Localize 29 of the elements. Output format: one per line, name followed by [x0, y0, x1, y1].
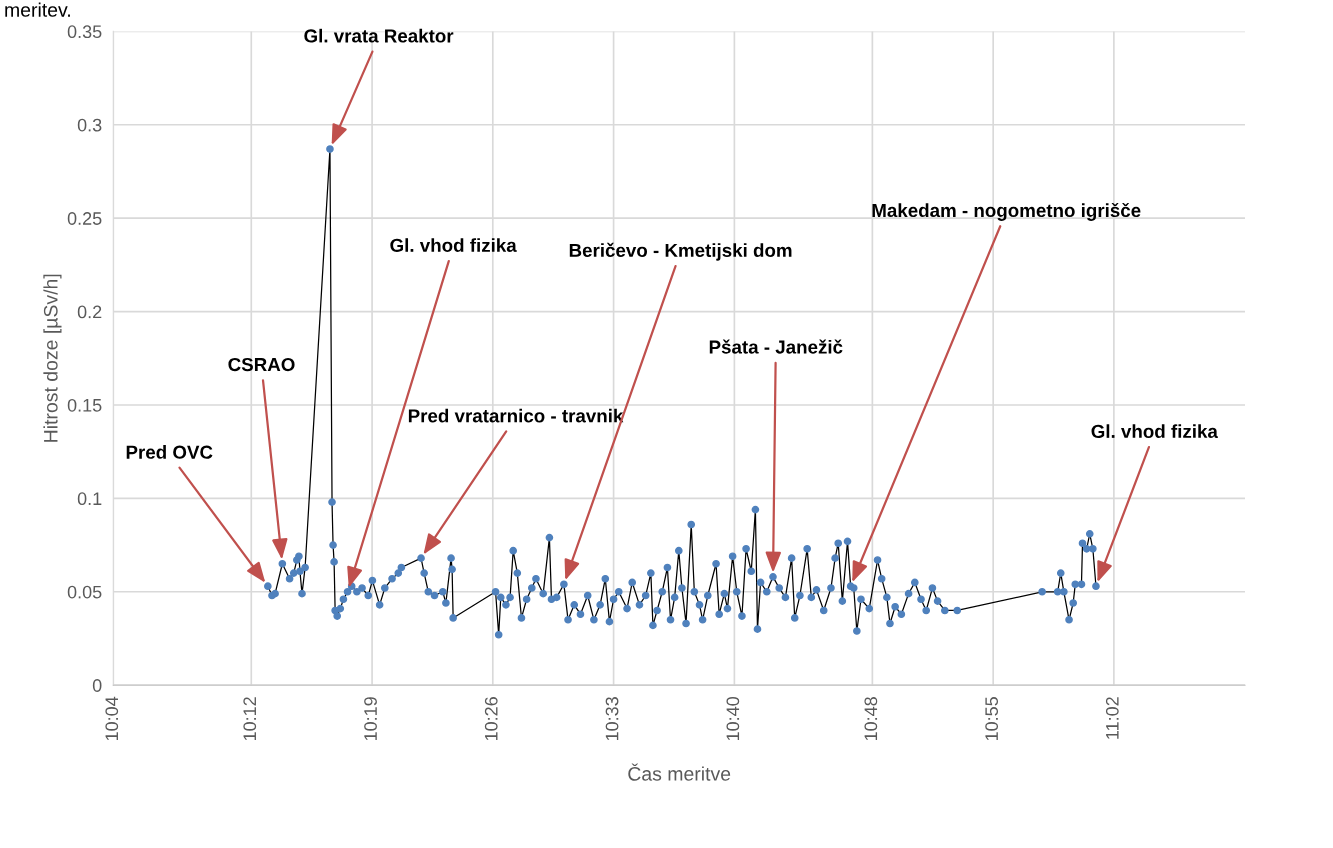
- text: meritev.: [5, 2, 70, 17]
- x-tick-label: 10:55: [985, 697, 999, 741]
- y-tick-label: 0.15: [67, 398, 102, 412]
- annotation: CSRAO: [228, 357, 295, 372]
- annotation: Pšata - Janežič: [709, 339, 843, 354]
- x-tick-label: 11:02: [1105, 697, 1119, 739]
- x-tick-label: 10:40: [726, 697, 740, 741]
- y-tick-label: 0.25: [67, 212, 102, 225]
- x-tick-label: 10:19: [364, 697, 377, 741]
- y-tick-label: 0.05: [67, 585, 102, 599]
- x-tick-label: 10:04: [105, 696, 119, 741]
- annotation: Gl. vrata Reaktor: [304, 28, 454, 43]
- annotation: Gl. vhod fizika: [1091, 424, 1218, 439]
- x-tick-label: 10:26: [484, 697, 498, 741]
- x-axis-title: Čas meritve: [628, 763, 731, 781]
- x-tick-label: 10:48: [864, 697, 878, 741]
- x-tick-label: 10:33: [605, 697, 619, 741]
- annotation: Pred vratarnico - travnik: [408, 408, 624, 423]
- y-tick-label: 0.3: [77, 118, 102, 132]
- y-tick-label: 0.1: [77, 492, 102, 506]
- y-axis-title: Hitrost doze [µSv/h]: [43, 274, 62, 442]
- annotation: Pred OVC: [126, 445, 213, 459]
- annotation: Gl. vhod fizika: [390, 238, 517, 252]
- annotation: Makedam - nogometno igrišče: [872, 202, 1141, 221]
- y-tick-label: 0.35: [67, 25, 102, 39]
- y-tick-label: 0.2: [77, 305, 102, 319]
- annotation: Beričevo - Kmetijski dom: [569, 242, 792, 261]
- x-tick-label: 10:12: [243, 697, 257, 741]
- y-tick-label: 0: [92, 679, 102, 692]
